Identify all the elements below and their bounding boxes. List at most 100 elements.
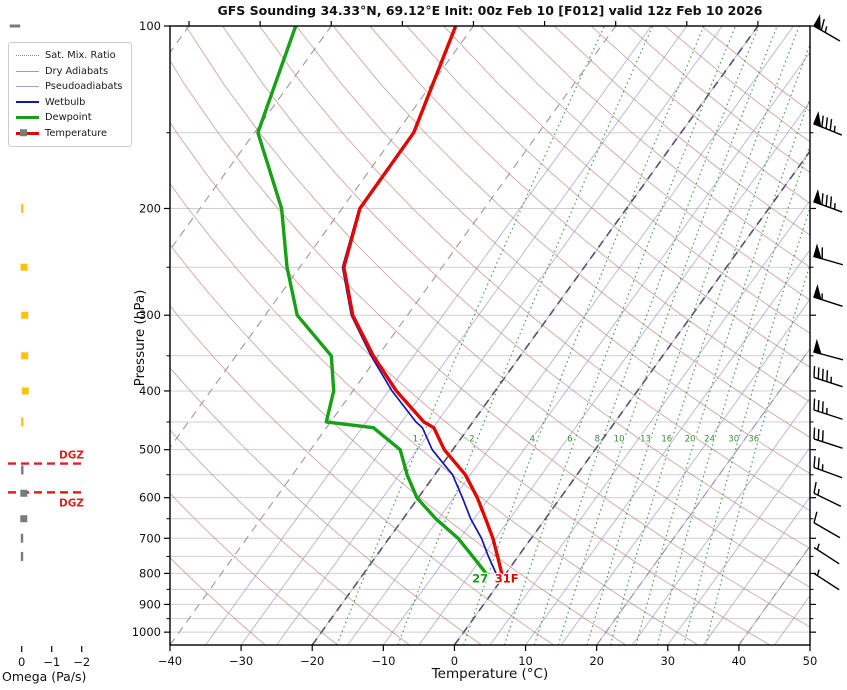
dry-adiabat-line — [170, 367, 482, 645]
wind-barb-full — [829, 196, 833, 208]
wind-barb-shaft — [813, 409, 843, 420]
temperature-tick-label: −20 — [300, 654, 324, 668]
pseudoadiabat-line — [454, 150, 810, 645]
wind-barb — [813, 243, 844, 266]
dry-adiabat-line — [170, 59, 810, 628]
isotherm-line — [170, 26, 474, 449]
omega-mark-square — [20, 515, 28, 523]
mixing-ratio-label: 6 — [567, 434, 572, 444]
wind-barb — [813, 284, 843, 307]
temperature-tick-label: 40 — [732, 654, 747, 668]
pressure-tick-label: 1000 — [132, 625, 161, 639]
wind-barb-full — [813, 427, 816, 439]
wind-barb-full — [820, 19, 825, 31]
pseudoadiabat-line — [702, 496, 810, 645]
dry-adiabat-line — [701, 26, 810, 112]
wind-barb-flag — [813, 14, 821, 31]
wind-barb — [813, 111, 843, 136]
wind-barb — [813, 543, 840, 565]
wind-barb-shaft — [813, 572, 840, 591]
wind-barb-full — [821, 115, 824, 128]
omega-mark-square — [20, 263, 28, 271]
wind-barb — [813, 398, 843, 420]
wind-barb — [813, 456, 843, 479]
legend-swatch-line — [16, 86, 39, 88]
pseudoadiabat-line — [276, 26, 723, 645]
wind-barb-flag — [813, 188, 822, 206]
plot-area-group: 1 2 4 6 8 10 13 16 20 24 30 36 — [0, 26, 810, 645]
wind-barb — [813, 511, 841, 539]
dry-adiabat-line — [369, 26, 810, 403]
wind-barb-full — [825, 117, 829, 129]
dgz-label: DGZ — [59, 450, 84, 462]
omega-mark-square — [21, 352, 29, 360]
mixing-ratio-label: 13 — [640, 434, 651, 444]
wind-barb-full — [826, 370, 829, 382]
wind-barb-full — [821, 368, 824, 381]
temperature-tick-label: −10 — [371, 654, 395, 668]
pseudoadiabat-line — [631, 397, 810, 645]
legend-swatch-line — [16, 70, 39, 72]
legend-item: Dewpoint — [16, 110, 122, 126]
wind-barb-half — [816, 569, 820, 576]
temperature-tick-label: 10 — [518, 654, 533, 668]
legend-item: Dry Adiabats — [16, 64, 122, 80]
wind-barb-flag — [813, 284, 822, 301]
dry-adiabat-line — [170, 492, 338, 645]
mixing-ratio-label: 4 — [530, 434, 535, 444]
legend-label: Dewpoint — [45, 112, 92, 124]
wind-barb-shaft — [813, 376, 843, 388]
dry-adiabat-line — [170, 243, 627, 645]
legend-swatch-line — [16, 116, 39, 120]
wind-barb-full — [821, 401, 824, 413]
pressure-tick-label: 200 — [139, 201, 161, 215]
pseudoadiabat-line — [596, 347, 810, 645]
dry-adiabat-line — [480, 26, 810, 301]
wind-barb-full — [813, 366, 816, 378]
isotherm-line — [170, 26, 332, 251]
omega-mark-hbar — [9, 24, 21, 28]
legend-swatch-line — [16, 131, 39, 135]
chart-title: GFS Sounding 34.33°N, 69.12°E Init: 00z … — [217, 3, 763, 18]
pseudoadiabat-line — [525, 249, 810, 645]
isotherm-line — [0, 26, 47, 645]
wind-barb-full — [829, 118, 833, 131]
temperature-curve — [342, 26, 504, 576]
wind-barb-full — [821, 430, 824, 442]
wind-barb-full — [817, 399, 820, 412]
mixing-ratio-label: 24 — [704, 434, 715, 444]
temperature-axis-label: Temperature (°C) — [431, 666, 549, 682]
temperature-tick-label: 30 — [660, 654, 675, 668]
wind-barb-full — [821, 193, 824, 205]
wind-barb-half — [824, 26, 828, 33]
dry-adiabat-line — [170, 305, 555, 645]
omega-tick-label: −2 — [73, 655, 90, 669]
legend-item: Temperature — [16, 126, 122, 142]
temperature-tick-label: 20 — [589, 654, 604, 668]
wind-barb — [813, 427, 843, 449]
mixing-ratio-label: 2 — [469, 434, 474, 444]
temperature-tick-label: −30 — [229, 654, 253, 668]
mixing-ratio-label: 10 — [614, 434, 625, 444]
mixing-ratio-line — [635, 96, 810, 645]
wind-barb — [813, 481, 842, 508]
legend-swatch-line — [16, 101, 39, 104]
wind-barb-shaft — [813, 492, 842, 508]
wind-barb-full — [813, 398, 816, 411]
wind-barb-full — [817, 428, 820, 441]
pressure-tick-label: 300 — [139, 308, 161, 322]
pressure-tick-label: 600 — [139, 491, 161, 505]
wind-barb-full — [817, 367, 820, 379]
wind-barb-half — [833, 125, 836, 133]
pseudoadiabat-line — [240, 26, 688, 645]
dry-adiabat-line — [170, 429, 410, 645]
omega-mark-dash — [20, 551, 24, 561]
mixing-ratio-line — [656, 143, 810, 645]
wind-barb — [813, 188, 843, 213]
pseudoadiabat-line — [347, 26, 794, 645]
isotherm-line — [170, 26, 617, 645]
wind-barb-full — [817, 457, 820, 470]
legend-label: Wetbulb — [45, 96, 86, 108]
